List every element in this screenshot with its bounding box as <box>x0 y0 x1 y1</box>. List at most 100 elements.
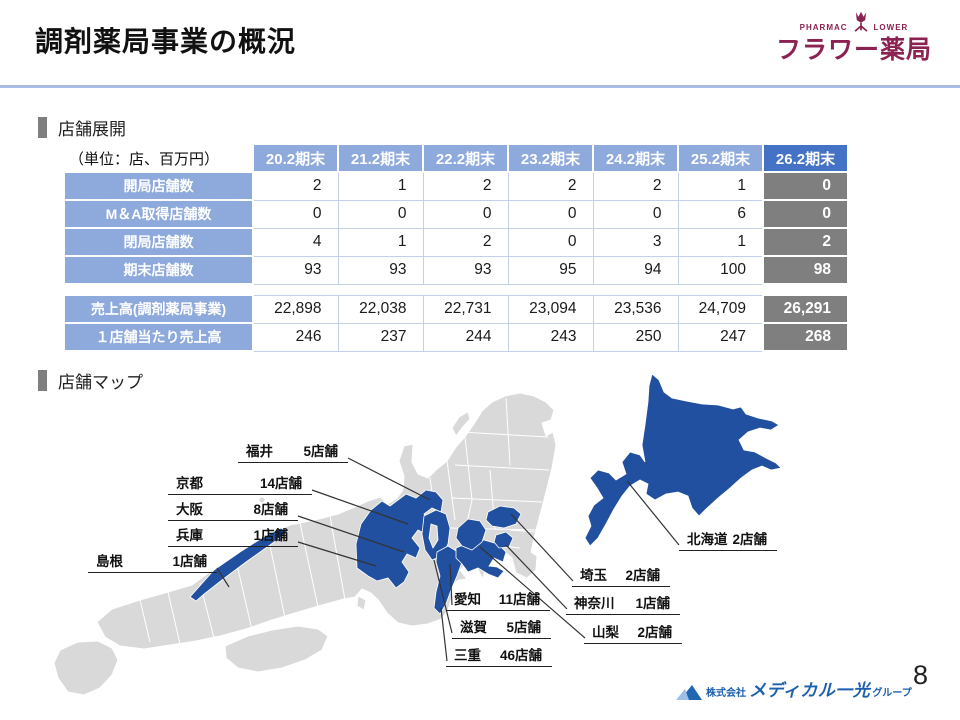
cell: 0 <box>507 227 594 257</box>
store-count: 1店舗 <box>635 596 670 611</box>
cell: 0 <box>592 199 679 229</box>
leader-saitama <box>510 513 574 582</box>
cell-current-term: 26,291 <box>762 294 849 324</box>
pref-hokkaido <box>584 373 782 547</box>
cell: 2 <box>422 227 509 257</box>
leader-fukui <box>347 457 431 501</box>
cell: 24,709 <box>677 294 764 324</box>
table-spacer-row <box>65 284 848 295</box>
leader-hyogo <box>297 541 377 567</box>
cell: 247 <box>677 322 764 352</box>
prefecture-name: 埼玉 <box>580 568 607 583</box>
prefecture-name: 兵庫 <box>176 528 203 543</box>
table-row-ma-acquired: M＆A取得店舗数 0 0 0 0 0 6 0 <box>65 199 849 229</box>
cell: 0 <box>252 199 339 229</box>
prefecture-name: 三重 <box>454 648 481 663</box>
pref-shiga <box>421 509 451 561</box>
cell-current-term: 2 <box>762 227 849 257</box>
cell: 1 <box>337 171 424 201</box>
section-store-development: 店舗展開 <box>38 115 126 140</box>
page-number: 8 <box>913 660 929 690</box>
col-header-current-term: 26.2期末 <box>762 145 849 173</box>
cell: 23,094 <box>507 294 594 324</box>
row-label: M＆A取得店舗数 <box>65 199 254 229</box>
prefecture-name: 大阪 <box>176 502 203 517</box>
store-count: 5店舗 <box>506 620 541 635</box>
cell: 0 <box>422 199 509 229</box>
pref-yamanashi <box>455 518 487 551</box>
cell: 250 <box>592 322 679 352</box>
section-title: 店舗マップ <box>58 373 143 392</box>
pref-aichi <box>455 539 507 579</box>
map-label-saitama: 埼玉 2店舗 <box>572 564 670 587</box>
row-label: 売上高(調剤薬局事業) <box>65 294 254 324</box>
cell-current-term: 0 <box>762 199 849 229</box>
store-count: 1店舗 <box>172 554 207 569</box>
section-title: 店舗展開 <box>58 120 126 139</box>
cell-current-term: 268 <box>762 322 849 352</box>
cell: 4 <box>252 227 339 257</box>
company-name: メディカル一光 <box>749 681 871 700</box>
store-count: 2店舗 <box>732 532 767 547</box>
store-count: 2店舗 <box>625 568 660 583</box>
cell: 2 <box>507 171 594 201</box>
cell-current-term: 0 <box>762 171 849 201</box>
cell: 2 <box>252 171 339 201</box>
cell: 2 <box>592 171 679 201</box>
cell: 100 <box>677 255 764 285</box>
prefecture-name: 京都 <box>176 476 203 491</box>
cell: 1 <box>337 227 424 257</box>
store-count: 1店舗 <box>253 528 288 543</box>
prefecture-name: 神奈川 <box>574 596 615 611</box>
cell: 0 <box>507 199 594 229</box>
map-label-yamanashi: 山梨 2店舗 <box>584 621 682 644</box>
store-development-table: （単位：店、百万円） 20.2期末 21.2期末 22.2期末 23.2期末 2… <box>65 145 849 352</box>
lower-text: LOWER <box>873 23 909 32</box>
leader-kyoto <box>311 489 409 525</box>
map-label-hokkaido: 北海道 2店舗 <box>679 528 777 551</box>
pref-kansai-fukui-cluster <box>355 489 444 589</box>
row-label: 開局店舗数 <box>65 171 254 201</box>
medical-ikkou-logo: 株式会社 メディカル一光 グループ <box>676 676 912 701</box>
pharmac-text: PHARMAC <box>799 23 848 32</box>
prefecture-name: 島根 <box>96 554 123 569</box>
section-store-map: 店舗マップ <box>38 368 143 393</box>
cell: 22,038 <box>337 294 424 324</box>
flower-pharmacy-logo-english: PHARMAC LOWER <box>774 10 934 32</box>
row-label: 閉局店舗数 <box>65 227 254 257</box>
cell: 1 <box>677 171 764 201</box>
cell: 2 <box>422 171 509 201</box>
flower-pharmacy-logo: PHARMAC LOWER フラワー薬局 <box>774 10 934 66</box>
header-divider <box>0 85 960 88</box>
awaji-island <box>356 595 367 611</box>
unit-note: （単位：店、百万円） <box>69 150 220 168</box>
page-title: 調剤薬局事業の概況 <box>35 26 297 57</box>
cell-current-term: 98 <box>762 255 849 285</box>
map-label-hyogo: 兵庫 1店舗 <box>168 524 298 547</box>
leader-shimane <box>216 567 230 588</box>
col-header: 25.2期末 <box>677 145 764 173</box>
store-count: 8店舗 <box>253 502 288 517</box>
cell: 93 <box>422 255 509 285</box>
kyushu-landmass <box>53 640 119 696</box>
col-header: 23.2期末 <box>507 145 594 173</box>
col-header: 22.2期末 <box>422 145 509 173</box>
table-header-row: （単位：店、百万円） 20.2期末 21.2期末 22.2期末 23.2期末 2… <box>65 145 849 173</box>
cell: 22,898 <box>252 294 339 324</box>
table-row-term-end: 期末店舗数 93 93 93 95 94 100 98 <box>65 255 849 285</box>
map-label-shimane: 島根 1店舗 <box>88 550 217 573</box>
row-label: １店舗当たり売上高 <box>65 322 254 352</box>
map-label-kyoto: 京都 14店舗 <box>168 472 312 495</box>
prefecture-name: 愛知 <box>454 592 481 607</box>
col-header: 24.2期末 <box>592 145 679 173</box>
cell: 243 <box>507 322 594 352</box>
cell: 93 <box>337 255 424 285</box>
pref-saitama <box>485 505 522 529</box>
cell: 93 <box>252 255 339 285</box>
leader-hokkaido <box>626 480 680 546</box>
pref-kanagawa <box>493 531 514 549</box>
cell: 244 <box>422 322 509 352</box>
store-count: 2店舗 <box>637 625 672 640</box>
